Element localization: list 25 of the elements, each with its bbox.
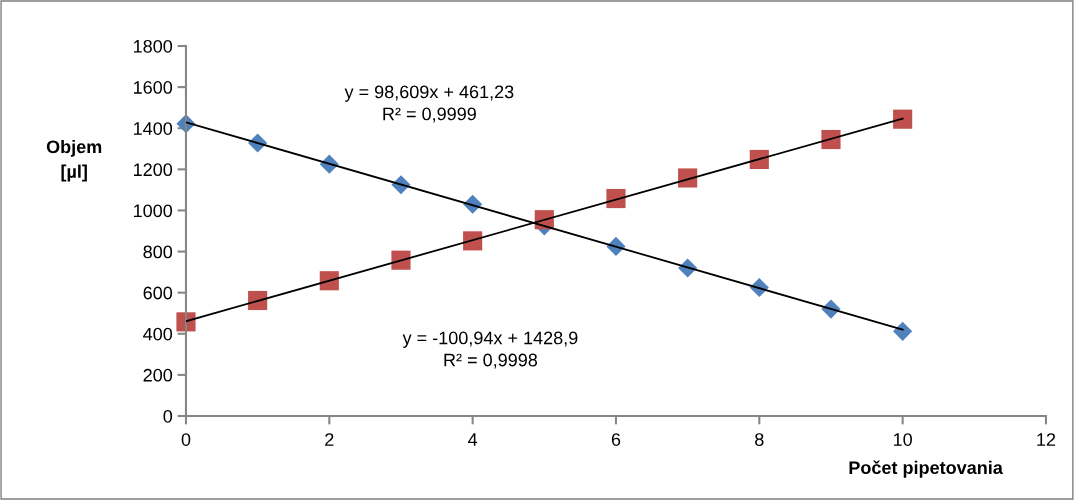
y-tick-label: 200 [143,368,173,382]
x-tick-label: 0 [181,433,191,446]
x-tick-label: 12 [1037,433,1056,446]
x-axis-title: Počet pipetovania [849,460,1003,478]
point [678,168,698,188]
point [893,109,913,129]
x-tick-label: 10 [893,433,912,446]
annotation: y = 98,609x + 461,23 R² = 0,9999 [344,85,514,123]
point [391,250,411,270]
y-tick-label: 0 [163,409,173,423]
y-tick-label: 1800 [133,39,173,53]
x-tick-label: 4 [468,433,478,446]
y-tick-label: 1200 [133,163,173,177]
x-tick-label: 6 [611,433,621,446]
annotation: y = -100,94x + 1428,9 R² = 0,9998 [402,331,578,369]
point [893,321,913,341]
x-tick-label: 2 [325,433,334,446]
y-tick-label: 1600 [133,81,173,94]
y-tick-label: 400 [143,327,173,341]
y-axis-title: Objem [µl] [46,139,102,182]
y-tick-label: 1400 [133,122,173,135]
y-tick-label: 600 [143,286,173,300]
x-tick-label: 8 [755,433,764,446]
y-tick-label: 1000 [133,204,173,218]
y-tick-label: 800 [143,245,173,259]
